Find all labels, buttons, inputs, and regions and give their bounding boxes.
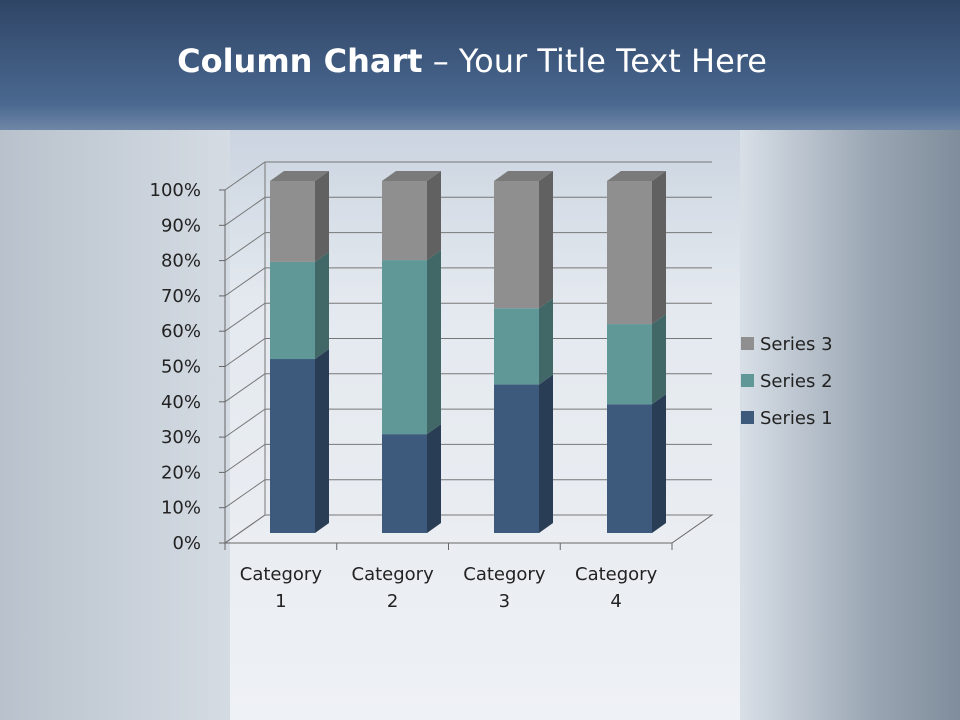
y-tick-label: 10%	[161, 498, 201, 519]
bar-segment	[270, 359, 315, 533]
x-category-label: 1	[275, 591, 286, 612]
x-category-label: Category	[352, 564, 435, 585]
legend-label: Series 1	[760, 408, 833, 429]
bar-segment	[270, 181, 315, 262]
bar-segment	[494, 384, 539, 533]
bar-top	[607, 171, 666, 181]
bar-side	[539, 374, 553, 533]
bar-side	[652, 171, 666, 325]
bar-top	[494, 171, 553, 181]
bar-top	[382, 171, 441, 181]
x-category-label: Category	[575, 564, 658, 585]
bar-side	[539, 171, 553, 309]
bar-side	[315, 171, 329, 262]
bar-top	[270, 171, 329, 181]
y-tick-label: 60%	[161, 321, 201, 342]
bar-segment	[607, 324, 652, 405]
y-tick-label: 50%	[161, 357, 201, 378]
background-photo-left	[0, 130, 230, 720]
y-tick-label: 80%	[161, 251, 201, 272]
title-bold: Column Chart	[177, 42, 423, 80]
bar-side	[315, 251, 329, 360]
title-bar	[0, 0, 960, 130]
bar-segment	[607, 404, 652, 533]
legend-swatch	[741, 337, 754, 350]
slide-title: Column Chart – Your Title Text Here	[0, 42, 944, 80]
bar-segment	[382, 181, 427, 261]
y-tick-label: 70%	[161, 286, 201, 307]
background-photo-right	[740, 130, 960, 720]
bar-segment	[270, 261, 315, 360]
x-category-label: Category	[463, 564, 546, 585]
x-category-label: Category	[240, 564, 323, 585]
bar-side	[652, 314, 666, 405]
y-tick-label: 20%	[161, 462, 201, 483]
x-category-label: 2	[387, 591, 398, 612]
bar-side	[539, 298, 553, 385]
x-category-label: 4	[610, 591, 621, 612]
bar-segment	[382, 434, 427, 533]
bar-side	[427, 171, 441, 261]
bar-segment	[494, 308, 539, 385]
legend-swatch	[741, 374, 754, 387]
y-tick-label: 40%	[161, 392, 201, 413]
y-tick-label: 0%	[172, 533, 201, 554]
y-tick-label: 90%	[161, 215, 201, 236]
bar-side	[315, 349, 329, 533]
bar-segment	[382, 260, 427, 435]
legend-label: Series 2	[760, 371, 833, 392]
y-tick-label: 100%	[150, 180, 201, 201]
bar-side	[652, 394, 666, 533]
bar-segment	[494, 181, 539, 309]
y-tick-label: 30%	[161, 427, 201, 448]
bar-segment	[607, 181, 652, 325]
x-category-label: 3	[499, 591, 510, 612]
bar-side	[427, 250, 441, 435]
legend-swatch	[741, 411, 754, 424]
bar-side	[427, 424, 441, 533]
title-rest: – Your Title Text Here	[422, 42, 767, 80]
legend-label: Series 3	[760, 334, 833, 355]
